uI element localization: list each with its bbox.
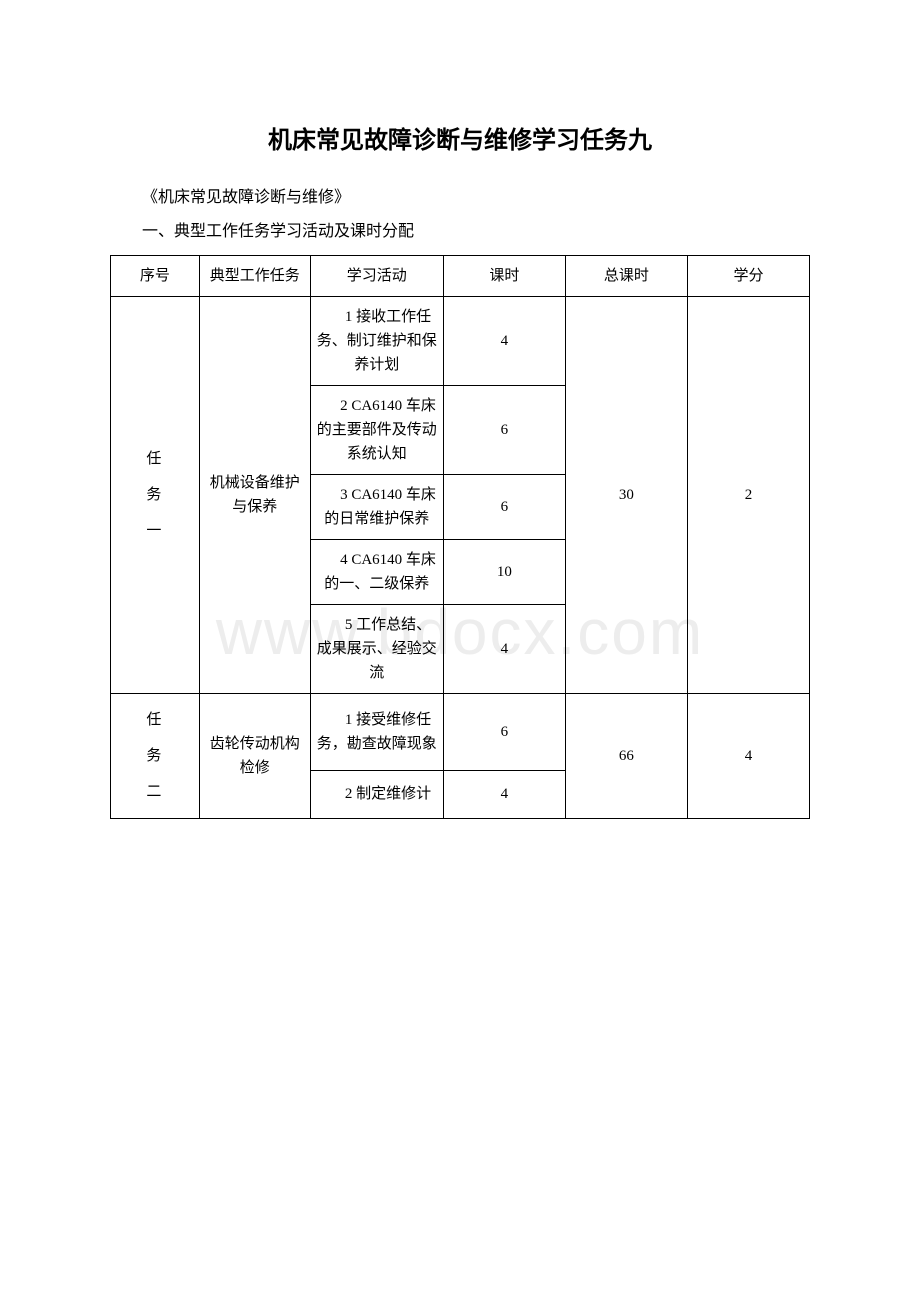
table-row: 任 务 二 齿轮传动机构检修 1 接受维修任务，勘查故障现象 6 66 4 bbox=[111, 694, 810, 771]
document-subtitle: 《机床常见故障诊断与维修》 bbox=[110, 183, 810, 207]
cell-seq: 任 务 二 bbox=[111, 694, 200, 819]
cell-credit: 4 bbox=[687, 694, 809, 819]
header-total: 总课时 bbox=[565, 256, 687, 297]
header-task: 典型工作任务 bbox=[199, 256, 310, 297]
cell-activity: 4 CA6140 车床的一、二级保养 bbox=[310, 540, 443, 605]
cell-task-name: 齿轮传动机构检修 bbox=[199, 694, 310, 819]
cell-activity: 1 接收工作任务、制订维护和保养计划 bbox=[310, 297, 443, 386]
page-title: 机床常见故障诊断与维修学习任务九 bbox=[110, 120, 810, 155]
header-activity: 学习活动 bbox=[310, 256, 443, 297]
header-seq: 序号 bbox=[111, 256, 200, 297]
table-header-row: 序号 典型工作任务 学习活动 课时 总课时 学分 bbox=[111, 256, 810, 297]
cell-hours: 4 bbox=[443, 770, 565, 818]
header-hours: 课时 bbox=[443, 256, 565, 297]
cell-activity: 1 接受维修任务，勘查故障现象 bbox=[310, 694, 443, 771]
cell-hours: 6 bbox=[443, 475, 565, 540]
document-page: 机床常见故障诊断与维修学习任务九 《机床常见故障诊断与维修》 一、典型工作任务学… bbox=[0, 0, 920, 819]
table-row: 任 务 一 机械设备维护与保养 1 接收工作任务、制订维护和保养计划 4 30 … bbox=[111, 297, 810, 386]
cell-hours: 4 bbox=[443, 297, 565, 386]
cell-activity: 2 CA6140 车床的主要部件及传动系统认知 bbox=[310, 386, 443, 475]
cell-hours: 10 bbox=[443, 540, 565, 605]
cell-hours: 6 bbox=[443, 386, 565, 475]
cell-total-hours: 30 bbox=[565, 297, 687, 694]
cell-activity: 5 工作总结、成果展示、经验交流 bbox=[310, 605, 443, 694]
cell-hours: 6 bbox=[443, 694, 565, 771]
cell-activity: 2 制定维修计 bbox=[310, 770, 443, 818]
header-credit: 学分 bbox=[687, 256, 809, 297]
task-table: 序号 典型工作任务 学习活动 课时 总课时 学分 任 务 一 机械设备维护与保养… bbox=[110, 255, 810, 819]
cell-hours: 4 bbox=[443, 605, 565, 694]
section-heading: 一、典型工作任务学习活动及课时分配 bbox=[110, 217, 810, 241]
cell-seq: 任 务 一 bbox=[111, 297, 200, 694]
cell-task-name: 机械设备维护与保养 bbox=[199, 297, 310, 694]
cell-activity: 3 CA6140 车床的日常维护保养 bbox=[310, 475, 443, 540]
cell-credit: 2 bbox=[687, 297, 809, 694]
cell-total-hours: 66 bbox=[565, 694, 687, 819]
